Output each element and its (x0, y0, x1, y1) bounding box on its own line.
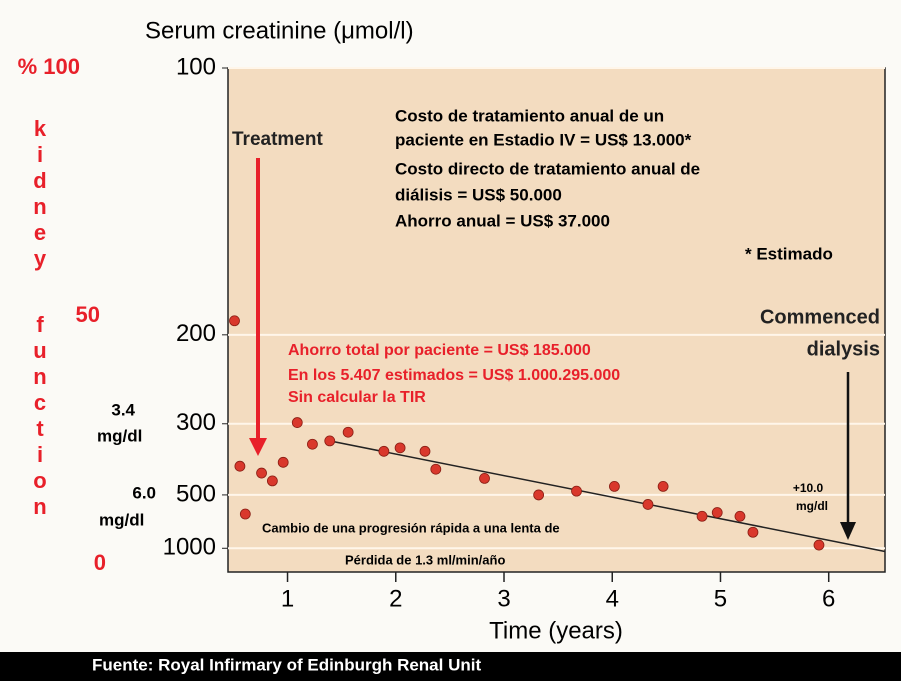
point (277, 456, 289, 468)
point (239, 508, 251, 520)
point (571, 485, 582, 497)
point (479, 473, 490, 484)
y-tick-label: 1000 (163, 534, 216, 561)
point (419, 445, 431, 457)
dialysis-level: +10.0 (793, 481, 824, 495)
point (307, 438, 318, 450)
kidney-tick-label: 0 (94, 550, 106, 575)
level-label: 6.0 (132, 483, 156, 502)
point (696, 510, 708, 522)
point (256, 467, 267, 479)
point (747, 526, 759, 538)
point (324, 435, 336, 447)
dialysis-arrowhead (840, 522, 856, 540)
grid (228, 67, 885, 550)
x-tick-label: 5 (714, 585, 727, 612)
x-tick-label: 6 (822, 585, 835, 612)
x-tick-label: 1 (281, 585, 294, 612)
plot-area (227, 67, 886, 573)
cost-text: diálisis = US$ 50.000 (395, 185, 562, 204)
cost-text: Costo directo de tratamiento anual de (395, 159, 700, 178)
level-label: mg/dl (97, 426, 142, 445)
x-tick-label: 4 (606, 585, 619, 612)
point (378, 445, 390, 457)
savings-text: Ahorro total por paciente = US$ 185.000 (288, 342, 591, 359)
point (813, 539, 825, 551)
treatment-arrowhead (249, 438, 267, 456)
y-tick-label: 200 (176, 320, 216, 347)
progression-text: Pérdida de 1.3 ml/min/año (345, 552, 505, 567)
point (229, 315, 240, 327)
point (657, 480, 669, 492)
treatment-label: Treatment (232, 129, 323, 150)
source-text: Fuente: Royal Infirmary of Edinburgh Ren… (92, 655, 481, 674)
dialysis-level: mg/dl (796, 499, 828, 513)
kidney-tick-label: % 100 (18, 54, 80, 79)
cost-text: paciente en Estadio IV = US$ 13.000* (395, 130, 692, 149)
point (394, 442, 406, 454)
trend-line (329, 440, 886, 553)
point (533, 489, 545, 501)
level-label: 3.4 (111, 400, 135, 419)
point (609, 480, 620, 492)
cost-text: Ahorro anual = US$ 37.000 (395, 211, 610, 230)
point (430, 463, 442, 475)
savings-text: En los 5.407 estimados = US$ 1.000.295.0… (288, 367, 620, 384)
y-tick-label: 100 (176, 53, 216, 80)
dialysis-label: dialysis (807, 338, 880, 360)
estimate-note: * Estimado (745, 244, 833, 263)
point (291, 417, 303, 428)
x-axis-label: Time (years) (489, 617, 623, 644)
y-tick-label: 500 (176, 480, 216, 507)
chart-title: Serum creatinine (μmol/l) (145, 17, 414, 44)
point (342, 426, 354, 438)
cost-text: Costo de tratamiento anual de un (395, 106, 664, 125)
progression-text: Cambio de una progresión rápida a una le… (262, 520, 560, 535)
kidney-tick-label: 50 (76, 302, 100, 327)
savings-text: Sin calcular la TIR (288, 389, 426, 406)
y-tick-label: 300 (176, 409, 216, 436)
x-tick-label: 2 (389, 585, 402, 612)
point (734, 510, 746, 522)
point (266, 475, 278, 487)
x-tick-label: 3 (497, 585, 510, 612)
source-bar (0, 652, 901, 681)
point (642, 499, 654, 510)
point (234, 460, 246, 472)
level-label: mg/dl (99, 510, 144, 529)
point (711, 507, 723, 518)
dialysis-label: Commenced (760, 306, 880, 328)
